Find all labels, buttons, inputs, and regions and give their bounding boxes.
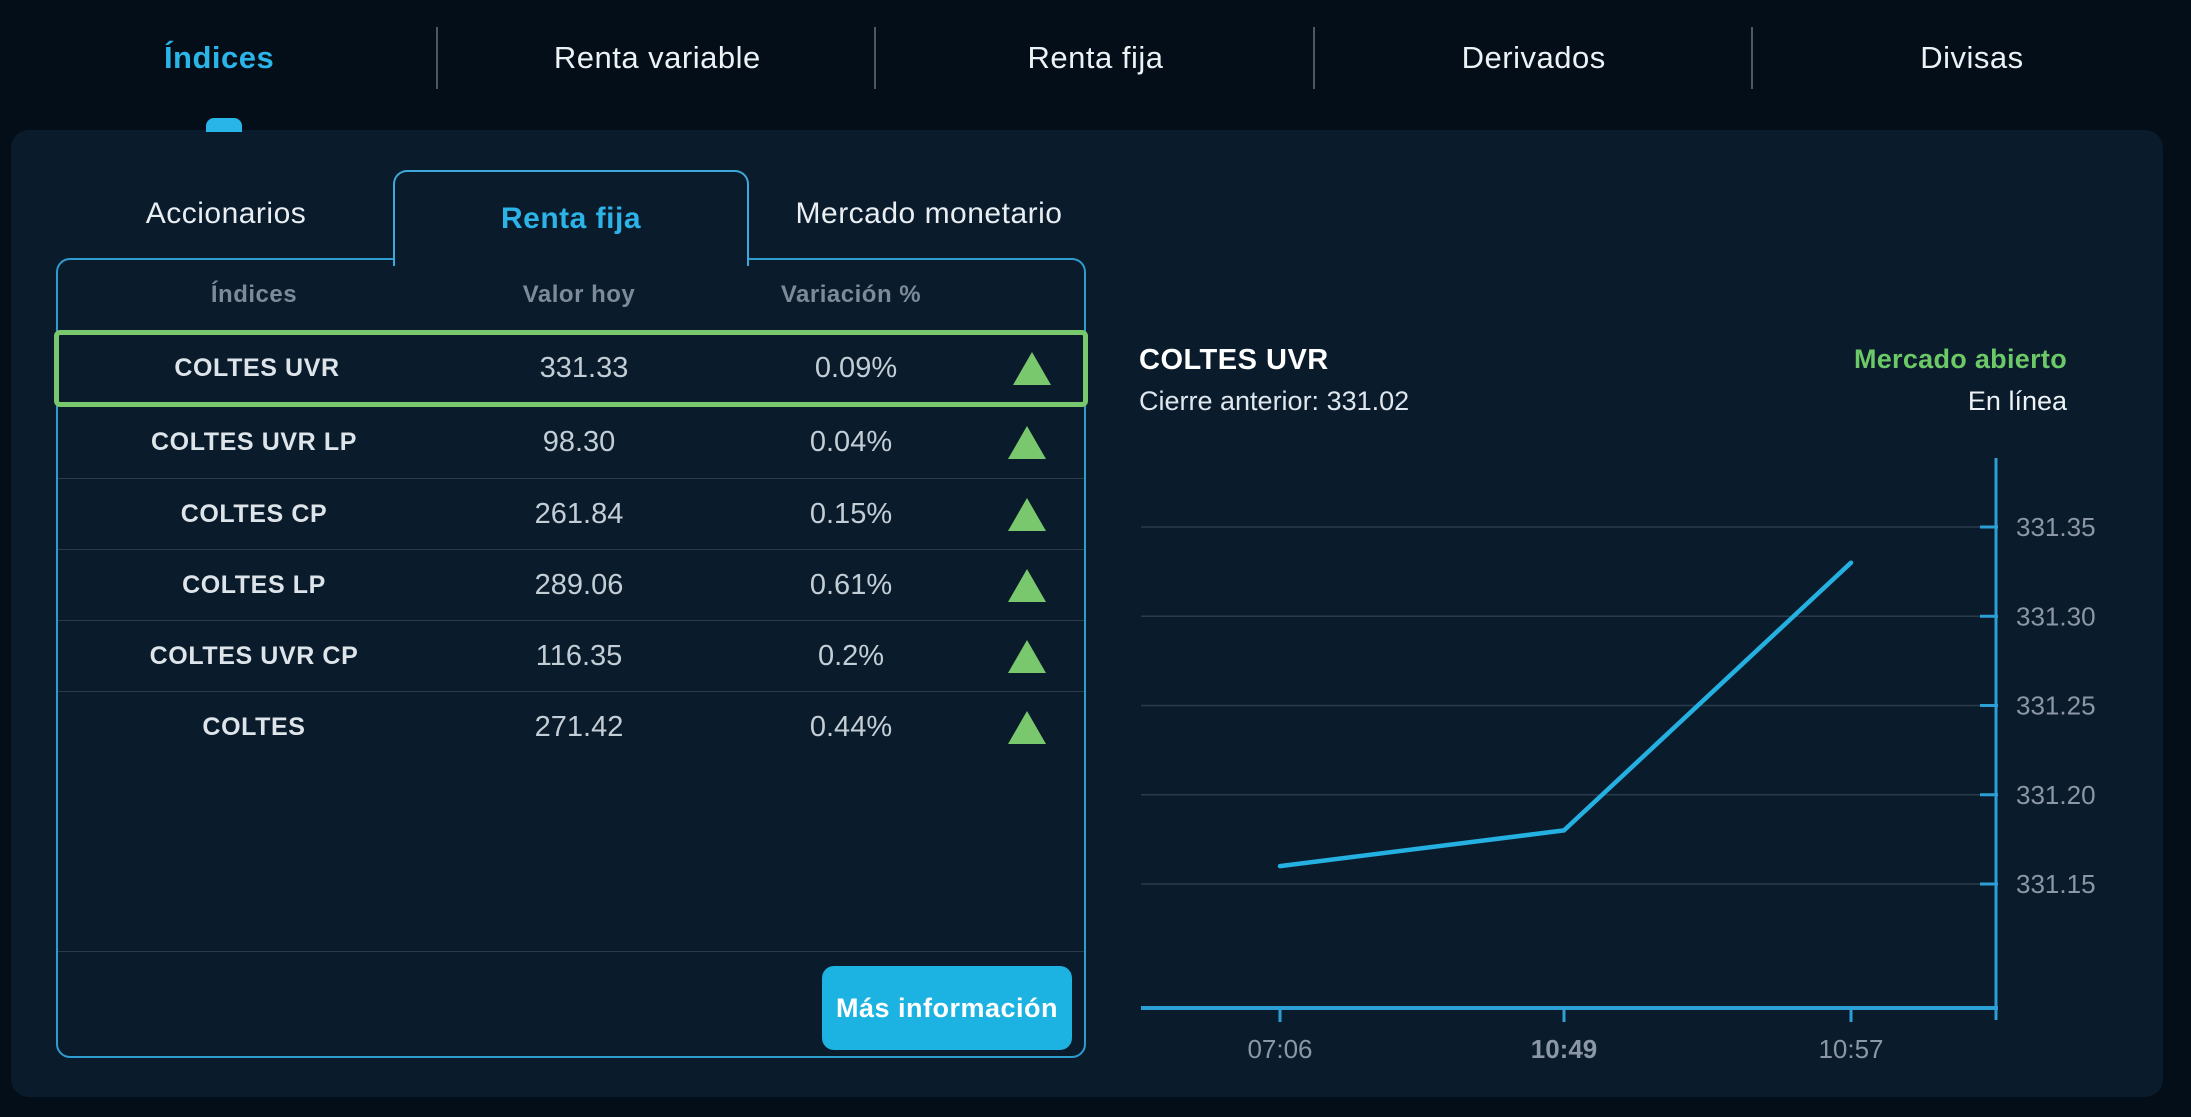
tab-renta-fija[interactable]: Renta fija: [393, 170, 749, 266]
table-row[interactable]: COLTES 271.42 0.44%: [58, 691, 1084, 762]
y-tick-label: 331.30: [2016, 601, 2096, 631]
y-tick-label: 331.20: [2016, 780, 2096, 810]
tab-accionarios[interactable]: Accionarios: [86, 170, 366, 258]
tab-label: Renta fija: [500, 202, 642, 235]
index-change: 0.44%: [809, 710, 893, 743]
index-value: 261.84: [534, 497, 624, 530]
nav-item-indices[interactable]: Índices: [0, 40, 438, 76]
index-value: 331.33: [539, 352, 629, 384]
nav-item-label: Índices: [163, 40, 275, 75]
index-name: COLTES UVR LP: [151, 428, 357, 456]
top-navigation: Índices Renta variable Renta fija Deriva…: [0, 0, 2191, 116]
index-name: COLTES UVR: [174, 354, 340, 382]
index-value: 289.06: [534, 568, 624, 601]
y-tick-label: 331.25: [2016, 691, 2096, 721]
change-direction-cell: [994, 710, 1084, 744]
x-tick-label: 10:49: [1531, 1034, 1598, 1064]
index-value: 98.30: [542, 426, 616, 458]
table-row[interactable]: COLTES UVR LP 98.30 0.04%: [58, 407, 1084, 478]
up-triangle-icon: [1008, 710, 1046, 744]
active-nav-indicator: [206, 118, 242, 132]
index-change: 0.61%: [809, 568, 893, 601]
nav-item-label: Renta fija: [1027, 40, 1164, 75]
nav-item-renta-fija[interactable]: Renta fija: [876, 40, 1314, 76]
up-triangle-icon: [1008, 639, 1046, 673]
change-direction-cell: [994, 497, 1084, 531]
index-change: 0.2%: [817, 639, 885, 672]
index-name: COLTES LP: [182, 570, 326, 599]
y-tick-label: 331.15: [2016, 869, 2096, 899]
tab-mercado-monetario[interactable]: Mercado monetario: [741, 170, 1117, 258]
up-triangle-icon: [1008, 497, 1046, 531]
nav-item-derivados[interactable]: Derivados: [1315, 40, 1753, 76]
up-triangle-icon: [1008, 568, 1046, 602]
index-value: 271.42: [534, 710, 624, 743]
more-info-button[interactable]: Más información: [822, 966, 1072, 1050]
table-rows: COLTES UVR 331.33 0.09% COLTES UVR LP 98.30 0…: [54, 330, 1088, 762]
x-tick-label: 10:57: [1818, 1034, 1883, 1064]
column-header-variacion: Variación %: [780, 281, 922, 308]
index-name: COLTES UVR CP: [149, 641, 359, 670]
indices-panel: Accionarios Renta fija Mercado monetario…: [11, 130, 2163, 1097]
tab-label: Accionarios: [145, 197, 307, 230]
selected-index-title: COLTES UVR: [1139, 344, 1329, 376]
x-tick-label: 07:06: [1247, 1034, 1312, 1064]
previous-close: Cierre anterior: 331.02: [1139, 386, 1409, 417]
change-direction-cell: [999, 352, 1089, 385]
nav-item-label: Derivados: [1461, 40, 1606, 75]
column-header-indices: Índices: [210, 281, 298, 308]
index-change: 0.15%: [809, 497, 893, 530]
up-triangle-icon: [1013, 352, 1051, 385]
index-change: 0.09%: [814, 352, 898, 384]
index-name: COLTES CP: [180, 499, 328, 528]
y-tick-label: 331.35: [2016, 512, 2096, 542]
index-change: 0.04%: [809, 426, 893, 458]
price-chart: 331.35 331.30 331.25 331.20 331.15 07:06 10:49…: [1141, 458, 2096, 1064]
table-row[interactable]: COLTES CP 261.84 0.15%: [58, 478, 1084, 549]
change-direction-cell: [994, 639, 1084, 673]
table-header: Índices Valor hoy Variación %: [58, 260, 1084, 330]
index-value: 116.35: [535, 639, 623, 672]
column-header-valor-hoy: Valor hoy: [522, 281, 636, 308]
footer-divider: [58, 951, 1084, 952]
market-status-badge: Mercado abierto: [1853, 344, 2067, 374]
previous-close-value: 331.02: [1326, 386, 1410, 416]
table-row[interactable]: COLTES UVR CP 116.35 0.2%: [58, 620, 1084, 691]
nav-item-renta-variable[interactable]: Renta variable: [438, 40, 876, 76]
table-row[interactable]: COLTES LP 289.06 0.61%: [58, 549, 1084, 620]
price-line: [1277, 560, 1854, 869]
up-triangle-icon: [1008, 426, 1046, 459]
change-direction-cell: [994, 568, 1084, 602]
tab-label: Mercado monetario: [795, 197, 1063, 230]
nav-item-divisas[interactable]: Divisas: [1753, 40, 2191, 76]
change-direction-cell: [994, 426, 1084, 459]
previous-close-label: Cierre anterior:: [1139, 386, 1320, 416]
indices-table: Índices Valor hoy Variación % COLTES UVR…: [54, 258, 1088, 1058]
nav-item-label: Divisas: [1920, 40, 2024, 75]
index-name: COLTES: [202, 712, 306, 741]
table-row[interactable]: COLTES UVR 331.33 0.09%: [54, 330, 1088, 407]
nav-item-label: Renta variable: [553, 40, 761, 75]
connection-status: En línea: [1967, 386, 2067, 416]
